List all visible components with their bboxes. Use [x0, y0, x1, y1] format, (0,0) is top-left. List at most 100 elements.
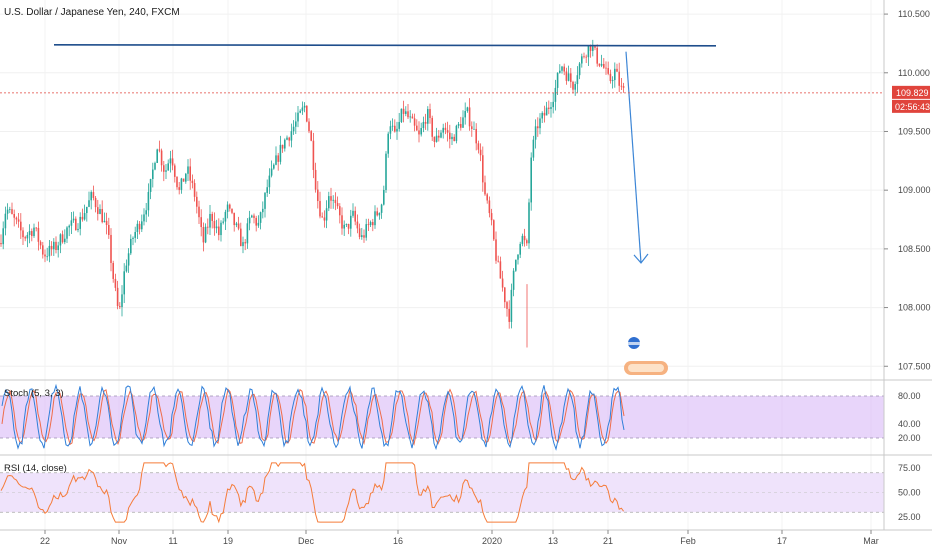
candle-body: [182, 178, 185, 182]
candle-body: [185, 173, 187, 182]
candle-body: [512, 270, 515, 290]
resistance-trend-line[interactable]: [53, 43, 717, 47]
stoch-d-line: [1, 388, 625, 446]
candle-body: [301, 107, 304, 111]
candle-body: [112, 262, 114, 279]
time-axis[interactable]: 22 Nov 11 19 Dec 16 2020 13 21 Feb 17 Mar: [0, 529, 932, 546]
candle-body: [407, 111, 409, 118]
candle-body: [438, 135, 440, 138]
candle-body: [191, 180, 194, 184]
candle-body: [598, 63, 601, 66]
stoch-panel[interactable]: Stoch (5, 3, 3): [0, 379, 932, 451]
candle-body: [253, 215, 255, 218]
candle-body: [163, 165, 165, 172]
candle-body: [427, 109, 429, 124]
current-price-marker: 109.829 02:56:43: [892, 85, 930, 113]
candle-body: [213, 220, 216, 229]
candle-body: [229, 204, 231, 209]
candle-body: [4, 213, 7, 229]
price-grid: [0, 0, 884, 530]
candle-body: [262, 208, 264, 213]
candle-body: [193, 183, 196, 197]
candle-body: [119, 306, 121, 308]
candle-body: [242, 242, 244, 247]
candle-body: [264, 192, 266, 209]
rsi-tick-label: 50.00: [898, 488, 921, 498]
candle-body: [116, 287, 119, 307]
candle-body: [233, 212, 235, 226]
indicator-badge[interactable]: [624, 337, 668, 375]
rsi-tick-label: 75.00: [898, 463, 921, 473]
projection-arrow-line: [625, 51, 642, 263]
candle-body: [325, 208, 328, 221]
candle-body: [55, 241, 57, 251]
candle-body: [519, 243, 521, 255]
price-panel[interactable]: U.S. Dollar / Japanese Yen, 240, FXCM: [0, 0, 884, 530]
candle-body: [394, 125, 396, 132]
candle-body: [526, 240, 528, 244]
candle-body: [288, 137, 290, 141]
price-axis[interactable]: 110.500 110.000 109.500 109.000 108.500 108.0…: [883, 0, 931, 530]
badge-flag-icon-stripe: [628, 342, 640, 345]
candle-body: [332, 199, 334, 201]
candle-body: [42, 245, 44, 255]
candle-body: [358, 228, 361, 238]
candle-body: [297, 112, 299, 122]
candle-body: [246, 223, 249, 244]
candle-body: [99, 208, 101, 214]
candle-body: [416, 125, 418, 131]
candle-body: [114, 278, 117, 288]
candle-body: [559, 70, 561, 73]
candle-body: [279, 144, 282, 162]
candle-body: [541, 112, 543, 119]
candle-body: [561, 66, 563, 71]
time-tick-label: Feb: [680, 536, 696, 546]
time-tick-label: 13: [548, 536, 558, 546]
candle-body: [189, 166, 191, 181]
candle-body: [290, 131, 293, 141]
candle-body: [200, 217, 202, 228]
price-tick-label: 110.500: [898, 9, 930, 19]
candle-body: [75, 218, 77, 231]
candle-body: [103, 220, 106, 223]
price-candles: [0, 39, 625, 348]
candle-body: [367, 224, 370, 226]
candle-body: [123, 271, 125, 295]
candle-body: [341, 215, 343, 229]
candle-body: [614, 68, 616, 81]
candle-body: [147, 191, 150, 211]
candle-body: [310, 131, 312, 141]
candle-body: [422, 121, 425, 129]
candle-body: [466, 107, 469, 112]
candle-body: [433, 136, 436, 142]
candle-body: [411, 116, 414, 119]
candle-body: [28, 231, 31, 235]
candle-body: [578, 63, 581, 76]
candle-body: [385, 153, 387, 190]
stoch-axis-ticks: 80.00 40.00 20.00: [898, 391, 921, 443]
rsi-panel[interactable]: RSI (14, close): [0, 454, 932, 524]
candle-body: [609, 73, 612, 82]
candle-body: [473, 128, 475, 130]
candle-body: [134, 231, 136, 238]
candle-body: [596, 47, 598, 64]
projection-arrow[interactable]: [625, 51, 649, 264]
candle-body: [363, 235, 365, 238]
candle-body: [444, 127, 447, 131]
countdown-badge: [892, 99, 930, 113]
candle-body: [156, 149, 158, 163]
stoch-tick-label: 20.00: [898, 433, 921, 443]
price-tick-label: 108.500: [898, 244, 931, 254]
candle-body: [330, 196, 332, 201]
candle-body: [86, 206, 88, 214]
candle-body: [110, 234, 112, 263]
candle-body: [424, 121, 427, 124]
candle-body: [174, 165, 176, 177]
time-tick-label: Dec: [298, 536, 315, 546]
candle-body: [240, 228, 242, 247]
stoch-label: Stoch (5, 3, 3): [4, 388, 64, 399]
time-tick-label: 2020: [482, 536, 502, 546]
candle-body: [605, 67, 607, 69]
candle-body: [64, 238, 66, 243]
